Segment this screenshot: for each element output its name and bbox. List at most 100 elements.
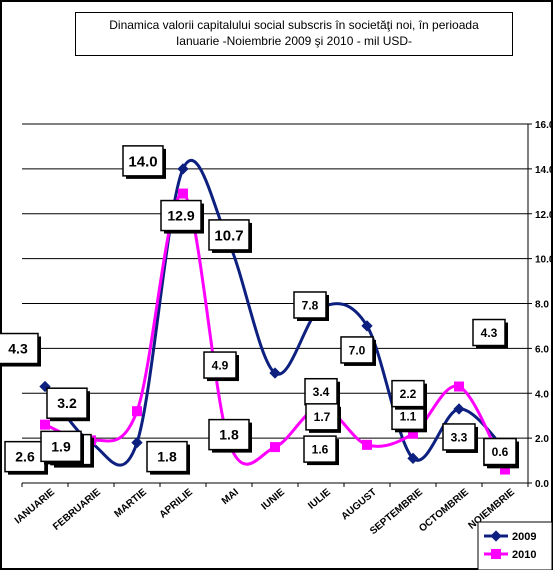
x-category-label: AUGUST xyxy=(340,487,379,523)
data-labels: 4.31.81.814.010.74.97.87.01.13.31.52.61.… xyxy=(0,145,519,475)
data-label-2009: 7.0 xyxy=(340,336,376,366)
data-label-2009: 1.8 xyxy=(146,440,190,475)
data-label-2010: 2.2 xyxy=(391,379,427,410)
gridlines xyxy=(22,123,528,439)
x-category-label: FEBRUARIE xyxy=(51,487,103,533)
data-label-text: 14.0 xyxy=(128,153,157,170)
y-tick-label: 8.0 xyxy=(535,300,549,311)
marker-2009 xyxy=(453,403,465,415)
series-line-2009 xyxy=(43,159,507,467)
data-label-text: 4.3 xyxy=(481,326,498,340)
data-label-text: 1.7 xyxy=(314,410,331,424)
legend-marker xyxy=(491,549,501,559)
y-tick-label: 10.0 xyxy=(535,255,553,266)
data-label-text: 1.8 xyxy=(157,449,177,465)
series-lines xyxy=(43,159,507,471)
data-label-box xyxy=(303,435,337,463)
data-label-text: 3.4 xyxy=(313,385,330,399)
y-tick-label: 16.0 xyxy=(535,120,553,131)
marker-2009 xyxy=(361,320,373,332)
marker-2010 xyxy=(408,428,418,439)
data-label-2009: 7.8 xyxy=(293,291,329,321)
marker-2010 xyxy=(132,406,142,417)
data-label-2009: 10.7 xyxy=(208,219,252,253)
data-label-box xyxy=(40,430,82,463)
data-label-text: 3.2 xyxy=(57,395,77,411)
data-label-box xyxy=(483,437,517,466)
x-category-label: OCTOMBRIE xyxy=(417,487,471,535)
data-label-box xyxy=(391,379,425,408)
data-label-box xyxy=(203,351,237,379)
data-label-2010: 4.3 xyxy=(472,318,508,349)
marker-2009 xyxy=(407,452,419,464)
y-axis-ticks: 0.0 2.0 4.0 6.0 8.0 10.0 12.0 14.0 16.0 xyxy=(535,120,553,490)
data-label-text: 7.0 xyxy=(349,343,366,357)
data-label-2009: 14.0 xyxy=(122,145,166,179)
x-category-label: IULIE xyxy=(306,487,333,512)
data-label-box xyxy=(160,199,202,232)
data-label-text: 1.8 xyxy=(219,427,239,443)
y-tick-label: 12.0 xyxy=(535,210,553,221)
marker-2010 xyxy=(270,442,280,453)
x-category-label: MARTIE xyxy=(112,487,149,520)
y-tick-label: 6.0 xyxy=(535,344,549,355)
data-label-text: 0.6 xyxy=(492,445,509,459)
data-label-text: 4.3 xyxy=(8,341,28,357)
data-label-2009: 4.9 xyxy=(203,351,239,382)
data-label-text: 10.7 xyxy=(214,227,243,244)
data-label-box xyxy=(340,336,374,364)
data-label-box xyxy=(293,291,327,319)
data-label-box xyxy=(208,219,250,251)
series-line-2010 xyxy=(44,192,507,471)
data-label-box xyxy=(472,318,506,347)
data-label-box xyxy=(305,403,339,431)
marker-2009 xyxy=(269,367,281,379)
series-markers xyxy=(39,163,511,475)
data-label-2010: 0.6 xyxy=(483,437,519,468)
data-label-text: 1.1 xyxy=(400,410,417,424)
data-label-box xyxy=(4,440,46,473)
axes xyxy=(21,123,532,487)
marker-2010 xyxy=(178,188,188,199)
x-category-label: IANUARIE xyxy=(13,487,57,527)
data-label-2009: 3.3 xyxy=(442,423,478,453)
y-tick-label: 14.0 xyxy=(535,165,553,176)
data-label-2010: 1.7 xyxy=(305,403,341,433)
title-line-1: Dinamica valorii capitalului social subs… xyxy=(109,18,479,32)
marker-2010 xyxy=(454,381,464,392)
data-label-text: 1.9 xyxy=(51,438,71,454)
x-category-label: APRILIE xyxy=(158,487,196,521)
marker-2009 xyxy=(131,436,143,449)
data-label-box xyxy=(122,145,164,177)
marker-2010 xyxy=(40,419,50,430)
y-tick-label: 2.0 xyxy=(535,434,549,445)
legend-box xyxy=(477,521,553,570)
legend-label: 2009 xyxy=(512,531,536,543)
data-label-text: 2.6 xyxy=(15,449,35,465)
marker-2010 xyxy=(362,439,372,450)
data-label-2010: 1.9 xyxy=(40,430,84,465)
x-category-label: IUNIE xyxy=(259,487,287,513)
data-label-text: 3.3 xyxy=(451,430,468,444)
x-category-label: MAI xyxy=(220,487,241,507)
data-label-2009: 4.3 xyxy=(0,332,41,367)
y-tick-label: 0.0 xyxy=(535,479,549,490)
data-label-text: 4.9 xyxy=(212,358,229,372)
data-label-2010: 1.6 xyxy=(303,435,339,466)
chart-title: Dinamica valorii capitalului social subs… xyxy=(75,12,513,56)
legend-label: 2010 xyxy=(512,549,536,561)
data-label-text: 7.8 xyxy=(302,298,319,312)
data-label-box xyxy=(442,423,476,451)
data-label-box xyxy=(46,387,88,419)
title-line-2: Ianuarie -Noiembrie 2009 şi 2010 - mil U… xyxy=(175,34,413,48)
data-label-2010: 1.8 xyxy=(208,418,252,453)
data-label-box xyxy=(146,440,188,473)
y-tick-label: 4.0 xyxy=(535,389,549,400)
data-label-2010: 3.2 xyxy=(46,387,90,422)
data-label-2010: 12.9 xyxy=(160,199,204,234)
marker-2010 xyxy=(500,464,510,475)
data-label-text: 12.9 xyxy=(167,208,194,224)
